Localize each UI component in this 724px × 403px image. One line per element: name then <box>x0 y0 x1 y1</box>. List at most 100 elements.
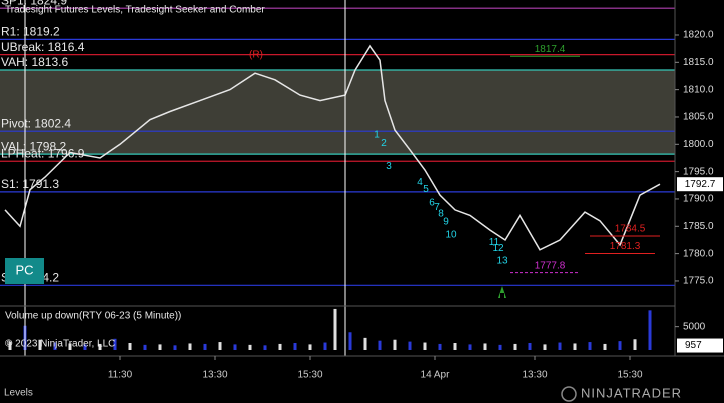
count-label: 13 <box>496 255 508 266</box>
logo: NINJATRADER <box>561 385 682 402</box>
volume-bar <box>408 341 412 350</box>
count-label: 1 <box>374 130 380 141</box>
volume-bar <box>348 332 352 350</box>
x-tick-label: 14 Apr <box>421 370 451 381</box>
volume-bar <box>573 343 577 350</box>
volume-bar <box>188 343 192 350</box>
annotation-label: 1781.3 <box>610 241 641 252</box>
volume-title: Volume up down(RTY 06-23 (5 Minute)) <box>5 311 181 322</box>
tab-label[interactable]: Levels <box>4 388 33 399</box>
y-tick-label: 1810.0 <box>683 84 714 95</box>
y-tick-label: 1795.0 <box>683 166 714 177</box>
last-price-box <box>677 177 723 192</box>
volume-bar <box>173 345 177 350</box>
pc-button[interactable]: PC <box>5 258 44 284</box>
x-tick-label: 13:30 <box>522 370 547 381</box>
annotation-label: 1777.8 <box>535 260 566 271</box>
button-bg[interactable] <box>5 258 44 284</box>
level-label: SP1: 1824.9 <box>1 0 67 7</box>
logo-text: NINJATRADER <box>581 385 682 400</box>
count-label: 9 <box>443 217 449 228</box>
y-tick-label: 1805.0 <box>683 112 714 123</box>
count-label: 12 <box>492 243 504 254</box>
volume-bar <box>468 344 472 350</box>
volume-bar <box>438 343 442 350</box>
volume-bar <box>278 343 282 350</box>
y-tick-label: 1820.0 <box>683 30 714 41</box>
buy-arrow <box>498 286 506 298</box>
volume-bar <box>263 345 267 350</box>
level-label: LPHeat: 1796.9 <box>1 146 85 160</box>
volume-bar <box>513 343 517 350</box>
volume-bar <box>203 343 207 350</box>
volume-bar <box>558 342 562 350</box>
volume-bar <box>143 344 147 350</box>
last-price-label: 1792.7 <box>685 179 716 190</box>
x-tick-label: 15:30 <box>297 370 322 381</box>
volume-bar <box>293 343 297 350</box>
volume-bar <box>233 344 237 350</box>
count-label: 11 <box>489 237 500 248</box>
last-volume-box <box>677 338 723 353</box>
count-label: 6 <box>429 197 435 208</box>
volume-bar <box>308 344 312 350</box>
volume-bar <box>333 308 337 350</box>
volume-bar <box>453 343 457 350</box>
volume-bar <box>363 337 367 350</box>
button-label[interactable]: PC <box>15 262 33 277</box>
count-label: 8 <box>438 208 444 219</box>
x-tick-label: 13:30 <box>202 370 227 381</box>
price-line <box>4 44 661 251</box>
y-tick-label: 1775.0 <box>683 276 714 287</box>
volume-bar <box>83 344 87 350</box>
signal-label: (R) <box>249 50 263 61</box>
volume-bar <box>423 342 427 350</box>
count-label: 10 <box>445 230 457 241</box>
volume-bar <box>218 342 222 350</box>
volume-bar <box>128 343 132 350</box>
volume-bar <box>393 339 397 350</box>
volume-bar <box>378 340 382 350</box>
volume-bar <box>543 344 547 350</box>
volume-bar <box>98 343 102 350</box>
y-tick-label: 1785.0 <box>683 221 714 232</box>
y-tick-label: 1800.0 <box>683 139 714 150</box>
annotation-label: 1784.5 <box>615 224 646 235</box>
volume-bar <box>483 343 487 350</box>
count-label: 4 <box>417 177 423 188</box>
level-label: UBreak: 1816.4 <box>1 40 85 54</box>
volume-bar <box>68 343 72 350</box>
volume-tick-label: 5000 <box>683 321 706 332</box>
level-label: Pivot: 1802.4 <box>1 116 71 130</box>
last-volume-label: 957 <box>685 340 702 351</box>
count-label: 7 <box>434 202 440 213</box>
level-label: R1: 1819.2 <box>1 25 60 39</box>
copyright: © 2023 NinjaTrader, LLC <box>5 339 115 350</box>
level-label: S1: 1791.3 <box>1 177 59 191</box>
count-label: 5 <box>423 184 429 195</box>
volume-bar <box>38 339 42 350</box>
count-label: 2 <box>381 138 387 149</box>
volume-bar <box>113 338 117 350</box>
level-label: VAH: 1813.6 <box>1 55 68 69</box>
volume-bar <box>158 344 162 350</box>
x-tick-label: 11:30 <box>108 370 133 381</box>
volume-bar <box>648 310 652 350</box>
annotation-label: 1817.4 <box>535 44 566 55</box>
volume-bar <box>53 342 57 350</box>
chart-title: Tradesight Futures Levels, Tradesight Se… <box>5 5 265 16</box>
y-tick-label: 1815.0 <box>683 57 714 68</box>
count-label: 3 <box>386 161 392 172</box>
x-tick-label: 15:30 <box>617 370 642 381</box>
volume-bar <box>618 341 622 350</box>
volume-bar <box>588 342 592 350</box>
volume-bar <box>528 343 532 350</box>
level-label: VAL: 1798.2 <box>1 139 66 153</box>
y-tick-label: 1780.0 <box>683 248 714 259</box>
volume-bar <box>633 339 637 350</box>
volume-bar <box>8 341 12 350</box>
